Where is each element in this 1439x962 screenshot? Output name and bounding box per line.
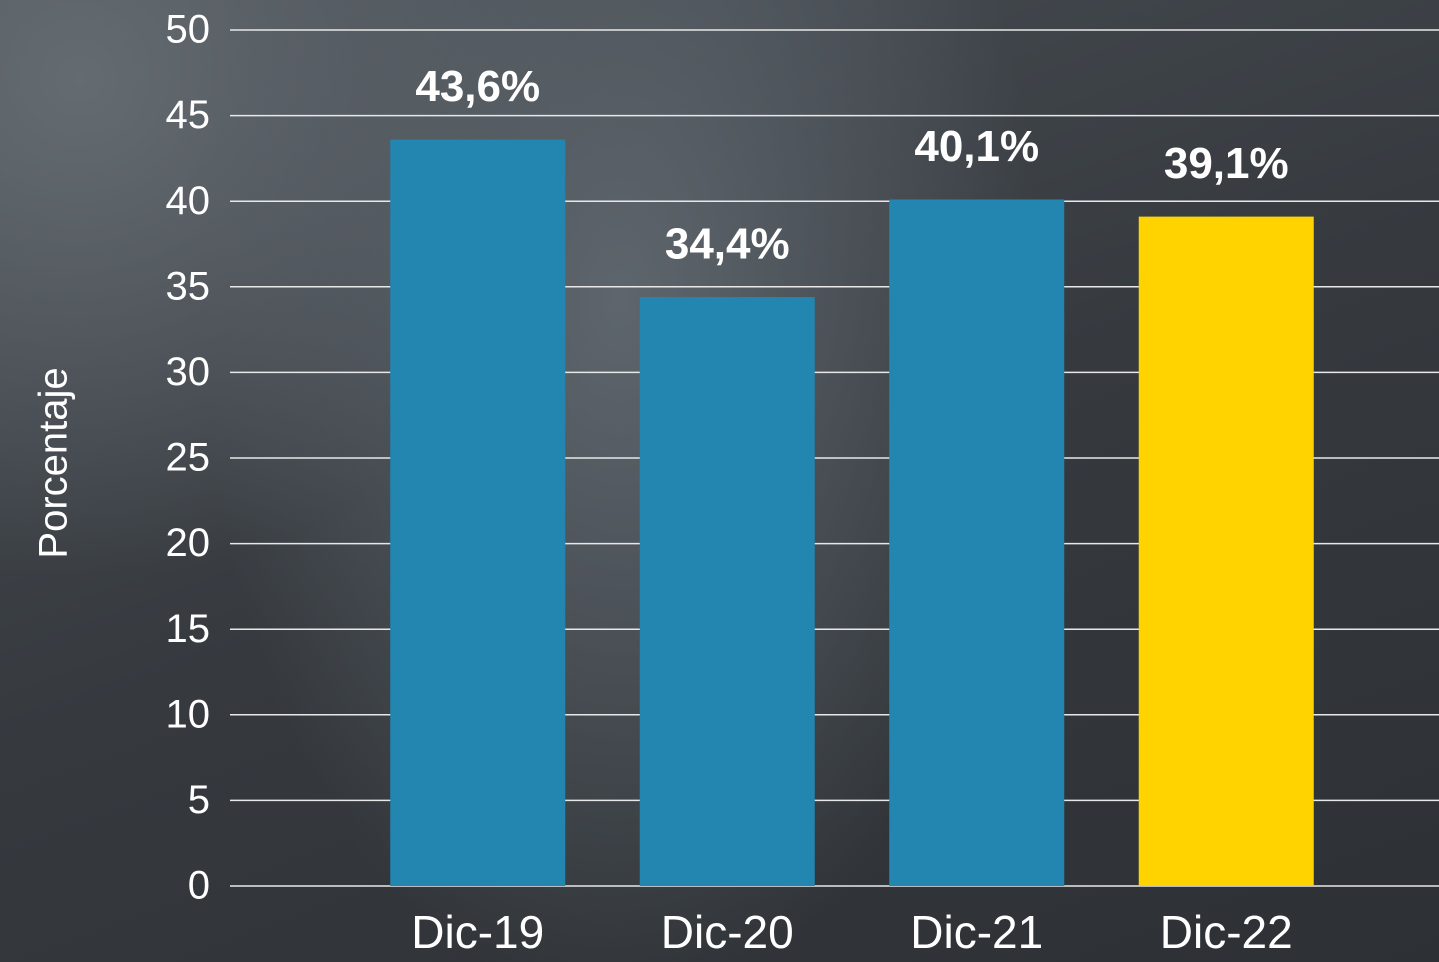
bar — [390, 139, 566, 886]
y-tick-label: 40 — [166, 179, 211, 223]
y-tick-label: 50 — [166, 8, 211, 52]
value-label: 39,1% — [1164, 139, 1289, 188]
x-tick-label: Dic-19 — [411, 906, 544, 958]
x-tick-label: Dic-20 — [661, 906, 794, 958]
y-tick-label: 5 — [188, 778, 210, 822]
y-tick-label: 15 — [166, 607, 211, 651]
y-tick-label: 30 — [166, 350, 211, 394]
y-tick-label: 35 — [166, 264, 211, 308]
y-tick-label: 10 — [166, 692, 211, 736]
y-axis-label: Porcentaje — [32, 367, 76, 558]
value-label: 34,4% — [665, 220, 790, 269]
value-label: 43,6% — [415, 62, 540, 111]
x-tick-label: Dic-21 — [910, 906, 1043, 958]
y-tick-label: 45 — [166, 93, 211, 137]
y-tick-label: 20 — [166, 521, 211, 565]
bar — [1138, 216, 1314, 886]
value-label: 40,1% — [914, 122, 1039, 171]
y-tick-label: 0 — [188, 864, 210, 908]
bar — [639, 297, 815, 886]
y-tick-label: 25 — [166, 436, 211, 480]
x-tick-label: Dic-22 — [1160, 906, 1293, 958]
bar — [889, 199, 1065, 886]
